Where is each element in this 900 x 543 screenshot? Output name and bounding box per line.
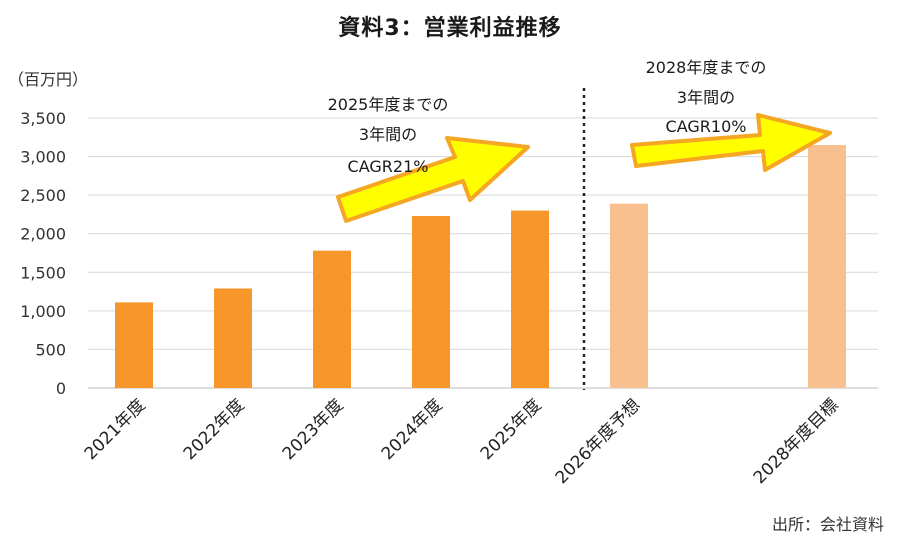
annotation-2-line-1: 2028年度までの (646, 58, 767, 77)
y-tick-label: 1,500 (20, 263, 66, 282)
annotation-1-line-2: 3年間の (359, 125, 417, 144)
x-category-label: 2028年度目標 (750, 395, 843, 488)
x-category-label: 2026年度予想 (552, 395, 645, 488)
bar (214, 288, 252, 388)
x-category-label: 2024年度 (378, 395, 447, 464)
annotation-1-line-1: 2025年度までの (328, 95, 449, 114)
growth-arrow-2 (630, 113, 832, 172)
y-tick-label: 2,000 (20, 225, 66, 244)
bars (115, 145, 846, 388)
bar (313, 250, 351, 388)
annotation-2-line-2: 3年間の (677, 88, 735, 107)
x-category-label: 2023年度 (279, 395, 348, 464)
bar (511, 210, 549, 388)
y-axis-ticks: 0 500 1,000 1,500 2,000 2,500 3,000 3,500 (20, 109, 66, 398)
y-tick-label: 500 (35, 340, 66, 359)
bar (610, 203, 648, 388)
bar (412, 215, 450, 388)
annotation-2-line-3: CAGR10% (666, 117, 747, 136)
x-category-label: 2022年度 (180, 395, 249, 464)
bar (808, 145, 846, 388)
y-axis-unit-label: （百万円） (8, 70, 89, 89)
y-tick-label: 2,500 (20, 186, 66, 205)
source-note: 出所：会社資料 (771, 515, 884, 534)
y-tick-label: 3,500 (20, 109, 66, 128)
x-category-label: 2021年度 (81, 395, 150, 464)
y-tick-label: 0 (56, 379, 66, 398)
x-axis-labels: 2021年度 2022年度 2023年度 2024年度 2025年度 2026年度予想 20… (81, 395, 843, 488)
chart-title: 資料3：営業利益推移 (338, 16, 562, 41)
bar (115, 302, 153, 388)
annotation-1-line-3: CAGR21% (348, 157, 429, 176)
y-tick-label: 1,000 (20, 302, 66, 321)
y-tick-label: 3,000 (20, 148, 66, 167)
growth-arrow-1 (336, 136, 530, 223)
x-category-label: 2025年度 (477, 395, 546, 464)
